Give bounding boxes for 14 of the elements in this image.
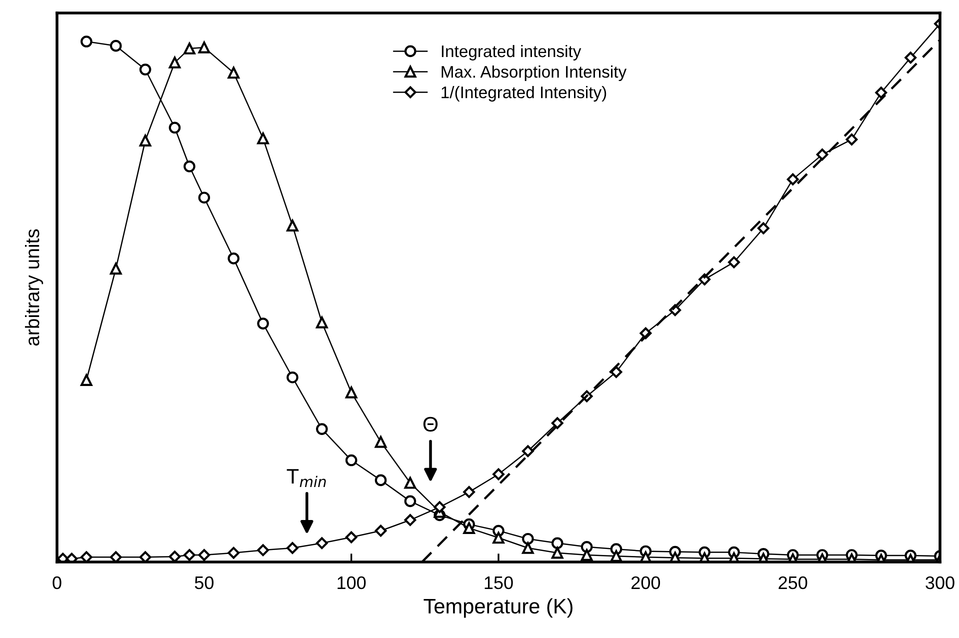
- legend-label: 1/(Integrated Intensity): [442, 86, 606, 102]
- legend-label: Max. Absorption Intensity: [442, 65, 627, 82]
- x-tick-label: 250: [778, 576, 808, 590]
- x-axis-title: Temperature (K): [424, 598, 572, 618]
- x-tick-label: 100: [338, 576, 366, 590]
- annotation: T$_{min}$: [286, 469, 326, 487]
- legend-label: Integrated intensity: [442, 44, 582, 60]
- x-tick-label: 150: [484, 576, 513, 590]
- x-tick-label: 300: [926, 576, 954, 590]
- annotation: Θ: [423, 416, 438, 432]
- x-tick-label: 200: [632, 576, 660, 590]
- x-tick-label: 50: [194, 576, 214, 590]
- y-axis-title: arbitrary units: [24, 229, 44, 346]
- x-tick-label: 0: [52, 576, 62, 590]
